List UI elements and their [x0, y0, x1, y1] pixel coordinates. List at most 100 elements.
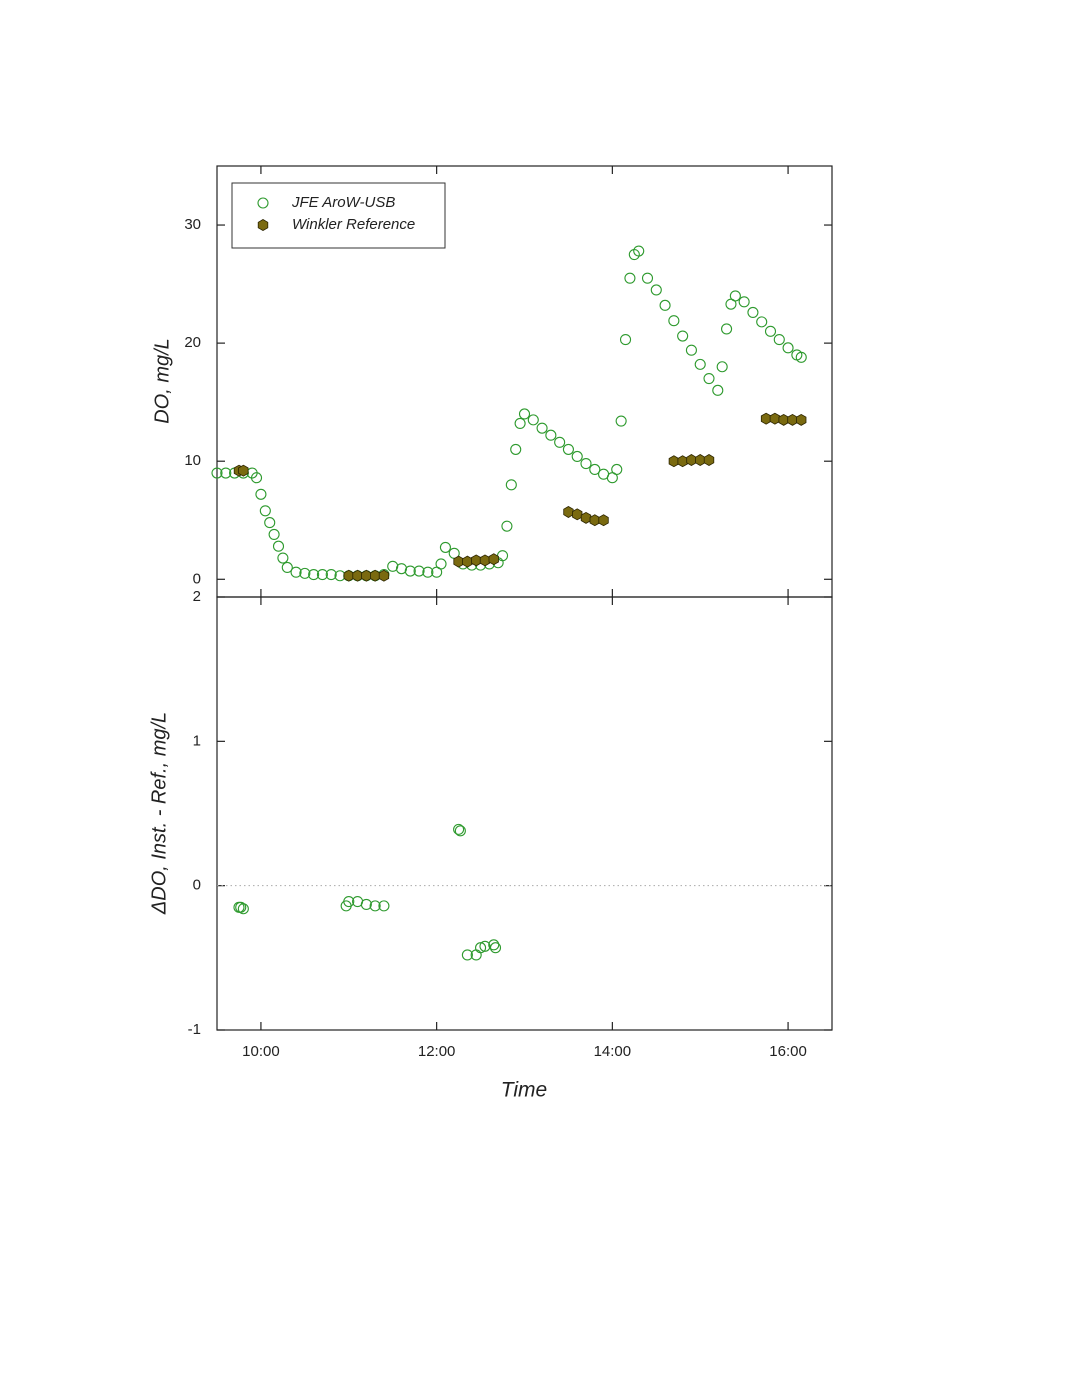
winkler-point [479, 554, 491, 567]
winkler-point [787, 413, 798, 426]
instrument-point [668, 315, 680, 327]
winkler-point [580, 511, 592, 524]
instrument-point [514, 417, 526, 429]
winkler-point [352, 569, 363, 582]
y-axis-label: DO, mg/L [151, 338, 173, 424]
instrument-point [501, 520, 513, 532]
instrument-point [589, 463, 601, 476]
instrument-point [264, 517, 276, 529]
instrument-point [615, 415, 627, 427]
instrument-point [518, 408, 531, 420]
instrument-point [255, 488, 267, 500]
instrument-point [325, 569, 337, 581]
x-tick-label: 12:00 [418, 1043, 456, 1060]
plot-frame [216, 596, 833, 1031]
legend-label: Winkler Reference [292, 216, 415, 233]
instrument-point [641, 272, 654, 284]
instrument-point [268, 528, 280, 540]
instrument-point [738, 296, 750, 308]
instrument-point [237, 903, 249, 915]
instrument-point [619, 334, 632, 346]
winkler-point [238, 464, 249, 477]
instrument-point [611, 463, 623, 476]
instrument-point [235, 901, 247, 913]
winkler-point [677, 455, 688, 468]
instrument-point [756, 316, 768, 328]
y-axis-label: ΔDO, Inst. - Ref., mg/L [148, 712, 170, 915]
instrument-point [628, 249, 640, 261]
instrument-point [404, 565, 416, 577]
instrument-point [250, 472, 263, 484]
instrument-point [624, 272, 636, 284]
instrument-point [454, 825, 466, 837]
x-tick-label: 14:00 [594, 1043, 632, 1060]
instrument-point [479, 940, 491, 952]
instrument-point [505, 479, 517, 491]
winkler-point [563, 506, 574, 518]
instrument-point [677, 330, 689, 342]
instrument-point [277, 552, 289, 564]
instrument-point [685, 344, 697, 356]
winkler-point [668, 455, 679, 468]
winkler-point [695, 454, 706, 466]
instrument-point [369, 900, 381, 912]
instrument-point [343, 895, 355, 908]
instrument-point [536, 422, 548, 434]
y-tick-label: 2 [193, 588, 201, 605]
instrument-point [316, 569, 328, 581]
instrument-point [461, 949, 473, 961]
instrument-point [545, 429, 557, 441]
winkler-point [760, 412, 772, 425]
winkler-point [703, 454, 715, 466]
y-tick-label: 20 [184, 334, 201, 351]
legend-box [231, 182, 446, 249]
instrument-point [795, 351, 807, 363]
legend-marker [257, 197, 269, 209]
instrument-point [764, 325, 777, 337]
winkler-point [470, 554, 482, 567]
instrument-point [413, 565, 425, 577]
instrument-point [721, 323, 733, 335]
x-axis-label: Time [501, 1079, 547, 1102]
instrument-point [378, 900, 390, 912]
y-tick-label: 0 [193, 877, 201, 894]
y-tick-label: 1 [193, 732, 201, 749]
y-tick-label: -1 [188, 1021, 201, 1038]
instrument-point [422, 566, 434, 578]
instrument-point [281, 561, 293, 574]
x-tick-label: 10:00 [242, 1043, 280, 1060]
instrument-point [435, 558, 447, 570]
instrument-point [633, 245, 645, 257]
instrument-point [299, 567, 311, 579]
instrument-point [360, 898, 372, 910]
instrument-point [290, 566, 302, 578]
winkler-point [343, 569, 354, 582]
y-tick-label: 10 [184, 452, 201, 469]
instrument-point [782, 342, 794, 354]
winkler-point [488, 553, 499, 566]
winkler-point [598, 514, 609, 527]
instrument-point [703, 372, 715, 385]
winkler-point [778, 413, 789, 426]
instrument-point [694, 358, 706, 370]
instrument-point [554, 436, 566, 448]
instrument-point [580, 458, 592, 470]
instrument-point [729, 290, 741, 302]
y-tick-label: 0 [193, 570, 201, 587]
instrument-point [510, 443, 522, 455]
instrument-point [489, 942, 502, 954]
legend-label: JFE AroW-USB [291, 194, 395, 211]
instrument-point [220, 467, 232, 479]
winkler-point [589, 514, 600, 527]
instrument-point [272, 540, 285, 552]
x-tick-label: 16:00 [769, 1043, 807, 1060]
instrument-point [650, 284, 662, 296]
instrument-point [439, 541, 451, 553]
instrument-point [571, 450, 583, 463]
winkler-point [361, 569, 372, 582]
instrument-point [773, 334, 785, 346]
instrument-point [562, 443, 574, 455]
winkler-point [369, 569, 381, 582]
legend-marker [257, 219, 269, 231]
